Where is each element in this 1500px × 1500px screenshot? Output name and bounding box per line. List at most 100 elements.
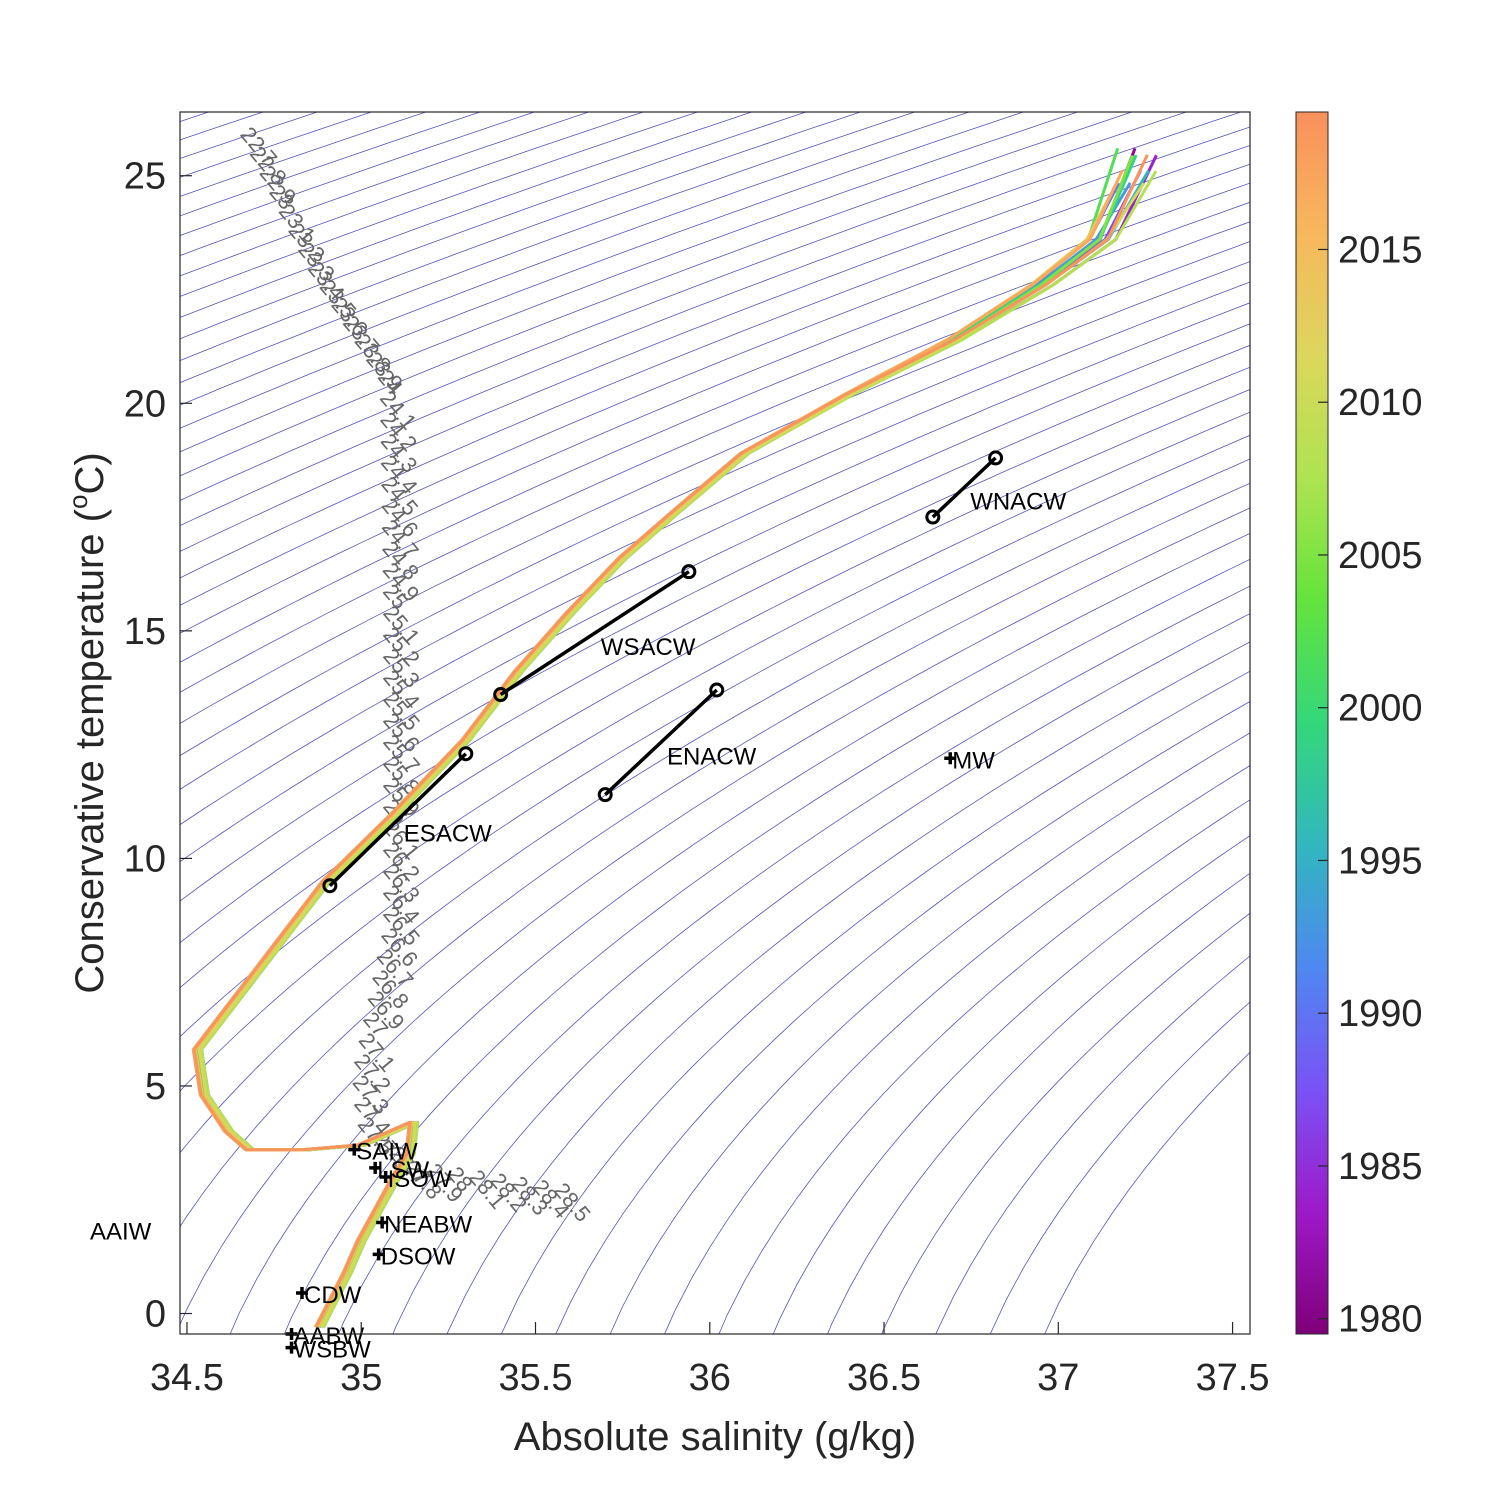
isopycnal-line — [180, 112, 536, 236]
colorbar-tick-label: 2015 — [1338, 229, 1423, 271]
isopycnal-line — [180, 112, 1134, 477]
colorbar-tick-label: 2010 — [1338, 382, 1423, 424]
y-axis-ticks: 0 5 10 15 20 25 — [124, 156, 192, 1336]
colorbar-tick-label: 1985 — [1338, 1146, 1423, 1188]
x-axis-label: Absolute salinity (g/kg) — [514, 1415, 916, 1459]
isopycnal-line — [180, 201, 1250, 663]
isopycnal-line — [180, 458, 1250, 1154]
colorbar-tick-label: 1990 — [1338, 993, 1423, 1035]
water-mass-label: NEABW — [384, 1212, 472, 1239]
isopycnal-line — [152, 0, 605, 95]
isopycnal-line — [180, 434, 1250, 1092]
water-mass-marker — [944, 752, 957, 765]
isopycnal-line — [180, 112, 699, 297]
segment-endpoint — [458, 746, 474, 762]
isopycnal-line — [283, 558, 1250, 1334]
y-axis-label-superscript: o — [63, 495, 93, 509]
isopycnal-line — [229, 532, 1250, 1334]
water-mass-label: MW — [952, 747, 995, 774]
isopycnal-line — [180, 507, 1250, 1326]
x-tick-label: 35 — [340, 1357, 382, 1399]
isopycnal-line — [772, 835, 1250, 1334]
x-tick-label: 36.5 — [847, 1357, 921, 1399]
water-mass-marker — [379, 1170, 392, 1183]
water-mass-marker — [295, 1287, 308, 1300]
isopycnal-lines — [152, 0, 1250, 1334]
isopycnal-line — [718, 799, 1250, 1334]
x-tick-label: 36 — [689, 1357, 731, 1399]
isopycnal-line — [152, 0, 448, 42]
isopycnal-line — [555, 701, 1250, 1334]
isopycnal-line — [180, 112, 1242, 527]
x-tick-label: 37.5 — [1196, 1357, 1270, 1399]
isopycnal-line — [180, 112, 428, 197]
profile-line — [197, 182, 1146, 1328]
plot-frame — [179, 111, 1251, 1335]
colorbar-tick-label: 2000 — [1338, 688, 1423, 730]
water-mass-segments: WNACW WSACW ENACW ESACW — [322, 450, 1067, 894]
isopycnal-line — [664, 765, 1250, 1334]
isopycnal-line — [180, 112, 590, 256]
water-mass-label: WSBW — [294, 1337, 372, 1364]
y-axis-label-tail: C) — [68, 452, 112, 494]
isopycnal-line — [180, 112, 753, 318]
water-mass-label: ISOW — [388, 1166, 452, 1193]
y-axis-label: Conservative temperature (oC) — [63, 452, 112, 993]
isopycnal-line — [180, 366, 1250, 944]
water-mass-label: ENACW — [667, 743, 757, 770]
water-mass-label: AABW — [294, 1323, 365, 1350]
isopycnal-line — [180, 482, 1250, 1228]
water-mass-label: DSOW — [381, 1243, 456, 1270]
isopycnal-line — [180, 323, 1250, 863]
water-mass-marker — [376, 1216, 389, 1229]
isopycnal-line — [392, 613, 1250, 1334]
isopycnal-line — [1044, 1051, 1250, 1334]
isopycnal-line — [180, 112, 1079, 453]
colorbar-ticks: 1980 1985 1990 1995 2000 2005 2010 2015 — [1318, 229, 1423, 1341]
isopycnal-line — [500, 670, 1250, 1334]
water-mass-label: WSACW — [601, 634, 696, 661]
isopycnal-line — [180, 112, 210, 122]
profile-lines — [191, 147, 1158, 1328]
segment-endpoint — [322, 878, 338, 894]
isopycnal-line — [152, 0, 657, 113]
isopycnal-line — [180, 112, 808, 340]
isopycnal-line — [180, 112, 482, 217]
isopycnal-line — [152, 0, 501, 59]
segment-endpoint — [988, 450, 1004, 466]
colorbar-tick-label: 1995 — [1338, 840, 1423, 882]
isopycnal-line — [180, 112, 862, 361]
isopycnal-line — [152, 0, 553, 77]
y-tick-label: 25 — [124, 156, 166, 198]
x-tick-label: 37 — [1037, 1357, 1079, 1399]
y-tick-label: 10 — [124, 838, 166, 880]
isopycnal-line — [180, 112, 319, 159]
isopycnal-line — [609, 732, 1250, 1334]
isopycnal-line — [180, 411, 1250, 1038]
segment-endpoint — [709, 682, 725, 698]
isopycnal-line — [180, 281, 1250, 790]
isopycnal-line — [152, 0, 396, 25]
isopycnal-line — [180, 241, 1250, 724]
water-mass-marker — [348, 1143, 361, 1156]
isopycnal-line — [446, 641, 1250, 1334]
segment-endpoint — [681, 564, 697, 580]
y-tick-label: 0 — [145, 1294, 166, 1336]
x-axis-ticks: 34.5 35 35.5 36 36.5 37 37.5 — [150, 1322, 1270, 1399]
y-tick-label: 5 — [145, 1066, 166, 1108]
isopycnal-line — [152, 0, 344, 8]
water-mass-marker — [369, 1161, 382, 1174]
colorbar-tick-label: 2005 — [1338, 535, 1423, 577]
y-tick-label: 15 — [124, 611, 166, 653]
segment-endpoint — [493, 687, 509, 703]
water-mass-label: ESACW — [404, 821, 492, 848]
x-tick-label: 35.5 — [499, 1357, 573, 1399]
isopycnal-line — [935, 955, 1250, 1334]
water-mass-segment — [931, 456, 997, 519]
isopycnal-line — [180, 112, 916, 384]
x-tick-label: 34.5 — [150, 1357, 224, 1399]
isopycnal-line — [180, 344, 1250, 902]
water-mass-segment — [604, 688, 718, 796]
